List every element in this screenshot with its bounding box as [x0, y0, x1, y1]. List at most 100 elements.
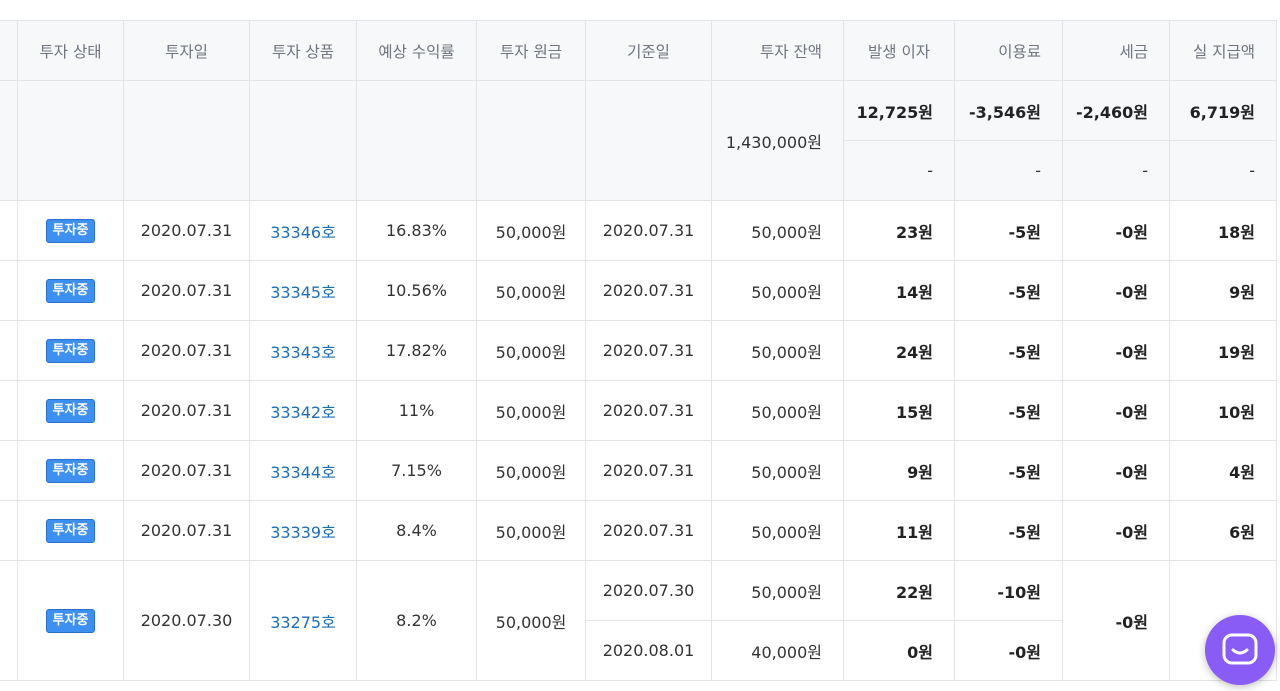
invest-date-cell: 2020.07.31	[123, 200, 250, 261]
table-row: 투자중 2020.07.31 33344호 7.15% 50,000원 2020.07.3…	[0, 440, 1277, 501]
status-cell: 투자중	[17, 560, 124, 681]
base-date-cell: 2020.08.01	[585, 620, 712, 681]
status-cell: 투자중	[17, 260, 124, 321]
status-cell: 투자중	[17, 200, 124, 261]
product-link[interactable]: 33345호	[249, 260, 357, 321]
product-link[interactable]: 33346호	[249, 200, 357, 261]
status-cell: 투자중	[17, 500, 124, 561]
summary-row-secondary: - - - -	[0, 140, 1277, 201]
fee-cell: -5원	[954, 260, 1063, 321]
product-link[interactable]: 33344호	[249, 440, 357, 501]
header-product[interactable]: 투자 상품	[249, 20, 357, 81]
interest-cell: 22원	[843, 560, 955, 621]
balance-cell: 40,000원	[711, 620, 844, 681]
principal-cell: 50,000원	[476, 320, 586, 381]
fee-cell: -5원	[954, 500, 1063, 561]
invest-date-cell: 2020.07.31	[123, 500, 250, 561]
table-row: 투자중 2020.07.30 33275호 8.2% 50,000원 2020.…	[0, 560, 1277, 681]
payout-cell: 19원	[1169, 320, 1277, 381]
fee-cell: -5원	[954, 380, 1063, 441]
status-cell: 투자중	[17, 440, 124, 501]
balance-cell: 50,000원	[711, 320, 844, 381]
fee-cell: -5원	[954, 440, 1063, 501]
expected-rate-cell: 7.15%	[356, 440, 477, 501]
principal-cell: 50,000원	[476, 380, 586, 441]
invest-date-cell: 2020.07.31	[123, 320, 250, 381]
tax-cell: -0원	[1062, 560, 1170, 681]
balance-cell: 50,000원	[711, 560, 844, 621]
payout-cell: 6원	[1169, 500, 1277, 561]
multi-row-group: 투자중 2020.07.30 33275호 8.2% 50,000원 2020.…	[0, 560, 1277, 681]
interest-cell: 23원	[843, 200, 955, 261]
row-left-edge	[0, 320, 18, 381]
summary-status-cell	[17, 80, 124, 201]
status-cell: 투자중	[17, 320, 124, 381]
principal-cell: 50,000원	[476, 500, 586, 561]
invest-date-cell: 2020.07.30	[123, 560, 250, 681]
row-left-edge	[0, 200, 18, 261]
tax-cell: -0원	[1062, 380, 1170, 441]
product-link[interactable]: 33342호	[249, 380, 357, 441]
invest-date-cell: 2020.07.31	[123, 440, 250, 501]
expected-rate-cell: 8.4%	[356, 500, 477, 561]
header-tax[interactable]: 세금	[1062, 20, 1170, 81]
product-link[interactable]: 33343호	[249, 320, 357, 381]
chat-button[interactable]	[1205, 615, 1275, 685]
header-invest-date[interactable]: 투자일	[123, 20, 250, 81]
summary-interest: 12,725원	[843, 80, 955, 141]
summary-fee: -3,546원	[954, 80, 1063, 141]
status-cell: 투자중	[17, 380, 124, 441]
payout-cell: 9원	[1169, 260, 1277, 321]
table-row: 투자중 2020.07.31 33342호 11% 50,000원 2020.07.31 5…	[0, 380, 1277, 441]
expected-rate-cell: 10.56%	[356, 260, 477, 321]
fee-cell: -10원	[954, 560, 1063, 621]
base-date-cell: 2020.07.31	[585, 320, 712, 381]
summary-principal-cell	[476, 80, 586, 201]
summary-payout: 6,719원	[1169, 80, 1277, 141]
header-interest[interactable]: 발생 이자	[843, 20, 955, 81]
investment-rows: 투자중 2020.07.31 33346호 16.83% 50,000원 2020.07.…	[0, 200, 1277, 561]
summary-base-date-cell	[585, 80, 712, 201]
row-left-edge	[0, 500, 18, 561]
table-row: 투자중 2020.07.31 33345호 10.56% 50,000원 2020.07.…	[0, 260, 1277, 321]
balance-cell: 50,000원	[711, 500, 844, 561]
base-date-cell: 2020.07.31	[585, 440, 712, 501]
header-payout[interactable]: 실 지급액	[1169, 20, 1277, 81]
balance-cell: 50,000원	[711, 260, 844, 321]
status-badge: 투자중	[45, 518, 96, 543]
table-header-row: 투자 상태 투자일 투자 상품 예상 수익률 투자 원금 기준일 투자 잔액 발…	[0, 20, 1277, 81]
table-sub-row: 2020.08.01 40,000원 0원 -0원	[0, 620, 1277, 681]
summary-tax-secondary: -	[1062, 140, 1170, 201]
base-date-cell: 2020.07.30	[585, 560, 712, 621]
summary-interest-secondary: -	[843, 140, 955, 201]
payout-cell: 4원	[1169, 440, 1277, 501]
product-link[interactable]: 33339호	[249, 500, 357, 561]
interest-cell: 15원	[843, 380, 955, 441]
header-status[interactable]: 투자 상태	[17, 20, 124, 81]
table-row: 투자중 2020.07.31 33343호 17.82% 50,000원 2020.07.…	[0, 320, 1277, 381]
interest-cell: 11원	[843, 500, 955, 561]
summary-invest-date-cell	[123, 80, 250, 201]
interest-cell: 0원	[843, 620, 955, 681]
payout-cell: 18원	[1169, 200, 1277, 261]
principal-cell: 50,000원	[476, 200, 586, 261]
balance-cell: 50,000원	[711, 200, 844, 261]
balance-cell: 50,000원	[711, 380, 844, 441]
header-base-date[interactable]: 기준일	[585, 20, 712, 81]
principal-cell: 50,000원	[476, 440, 586, 501]
product-link[interactable]: 33275호	[249, 560, 357, 681]
summary-payout-secondary: -	[1169, 140, 1277, 201]
summary-left-edge	[0, 80, 18, 201]
header-fee[interactable]: 이용료	[954, 20, 1063, 81]
invest-date-cell: 2020.07.31	[123, 380, 250, 441]
header-balance[interactable]: 투자 잔액	[711, 20, 844, 81]
chat-icon	[1222, 633, 1258, 665]
header-expected-rate[interactable]: 예상 수익률	[356, 20, 477, 81]
status-badge: 투자중	[45, 458, 96, 483]
status-badge: 투자중	[45, 608, 96, 633]
tax-cell: -0원	[1062, 320, 1170, 381]
base-date-cell: 2020.07.31	[585, 500, 712, 561]
status-badge: 투자중	[45, 338, 96, 363]
header-principal[interactable]: 투자 원금	[476, 20, 586, 81]
table-row: 투자중 2020.07.31 33346호 16.83% 50,000원 2020.07.…	[0, 200, 1277, 261]
